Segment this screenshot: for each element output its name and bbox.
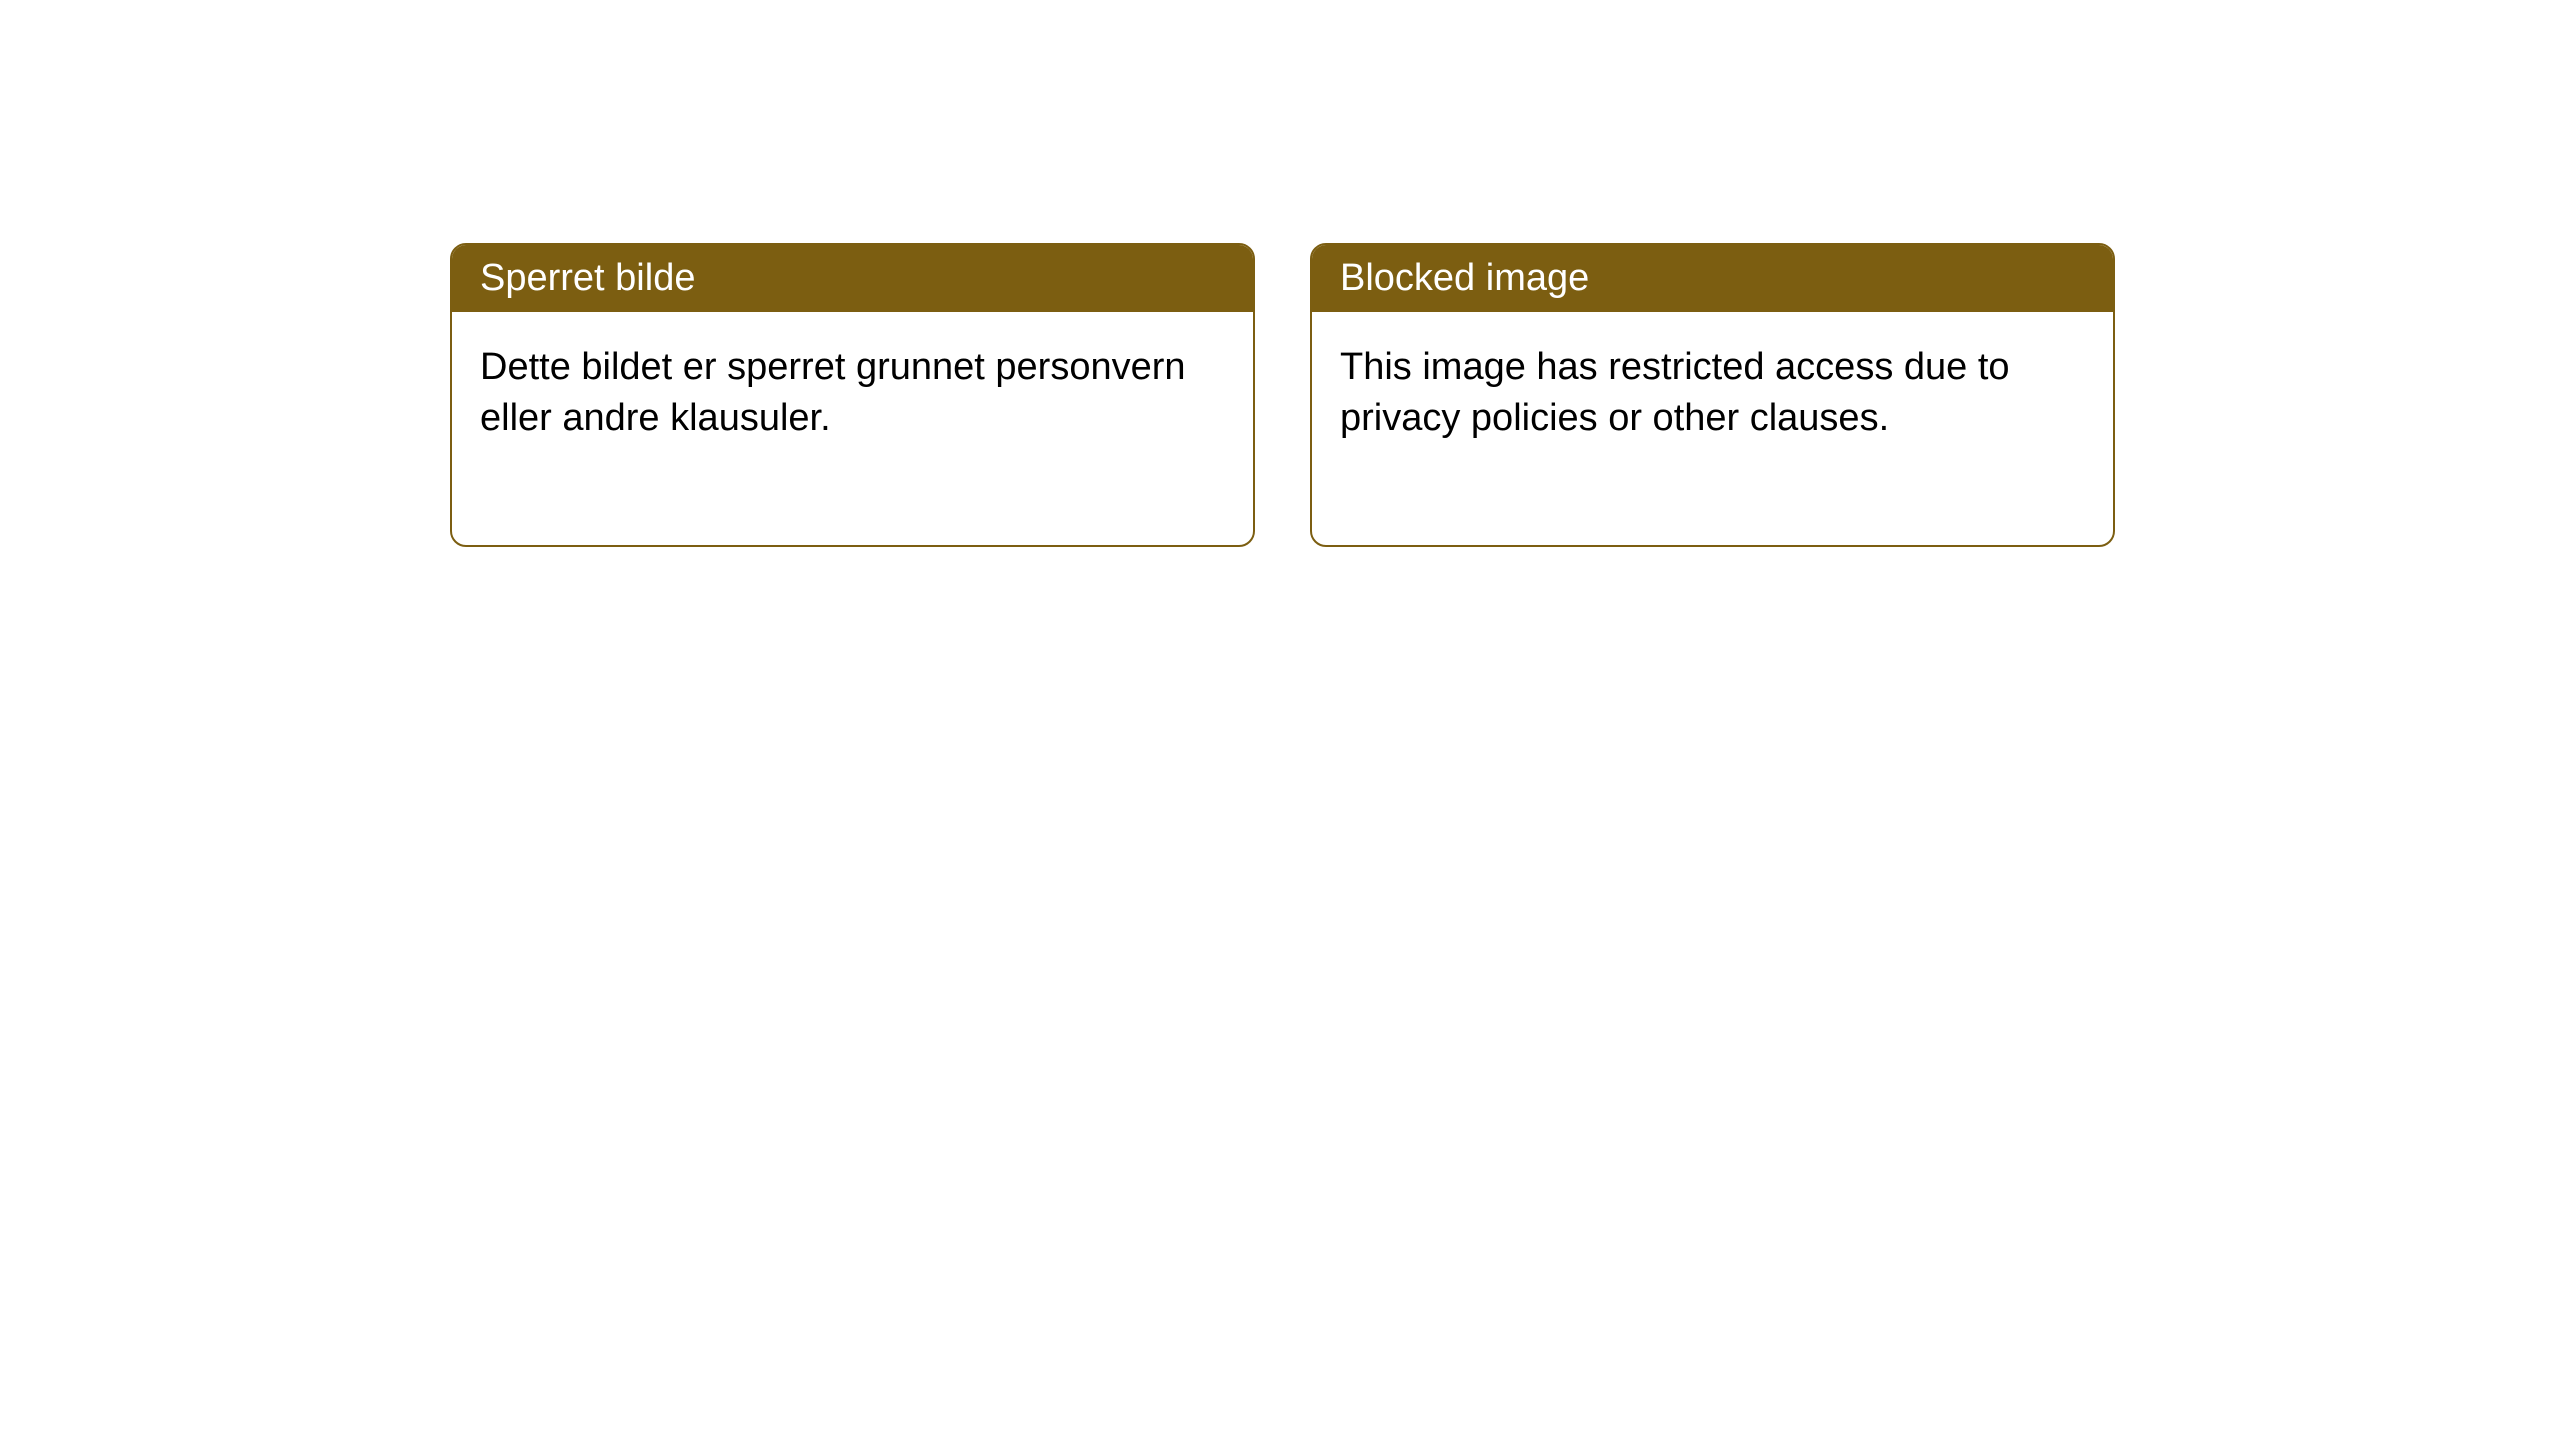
card-header: Sperret bilde	[452, 245, 1253, 312]
notice-cards-container: Sperret bilde Dette bildet er sperret gr…	[0, 0, 2560, 547]
card-body-text: Dette bildet er sperret grunnet personve…	[480, 346, 1186, 439]
card-title: Blocked image	[1340, 257, 1589, 299]
card-title: Sperret bilde	[480, 257, 695, 299]
card-body-text: This image has restricted access due to …	[1340, 346, 2010, 439]
notice-card-norwegian: Sperret bilde Dette bildet er sperret gr…	[450, 243, 1255, 547]
card-body: Dette bildet er sperret grunnet personve…	[452, 312, 1253, 545]
card-body: This image has restricted access due to …	[1312, 312, 2113, 545]
notice-card-english: Blocked image This image has restricted …	[1310, 243, 2115, 547]
card-header: Blocked image	[1312, 245, 2113, 312]
